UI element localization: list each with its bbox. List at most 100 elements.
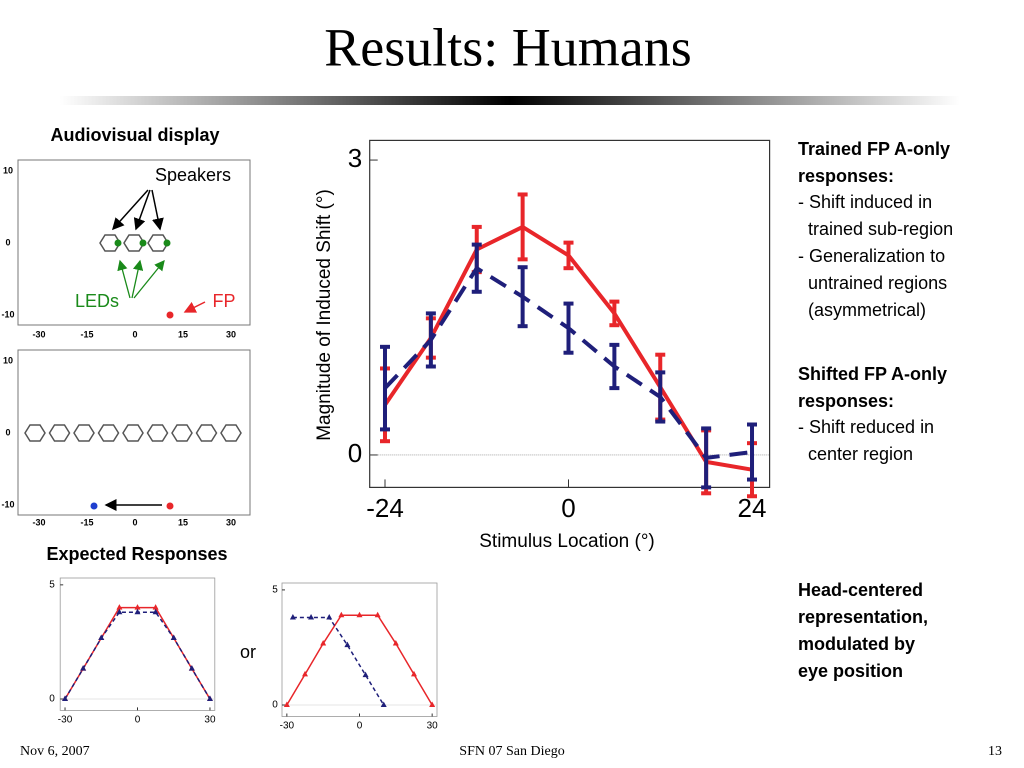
note-heading: responses: <box>798 166 894 186</box>
fp-label: FP <box>212 291 235 311</box>
point-marker <box>302 670 309 677</box>
x-tick-label: 30 <box>226 329 236 339</box>
point-marker <box>98 634 105 641</box>
footer-page: 13 <box>988 744 1002 759</box>
display-panel <box>17 159 251 516</box>
speakers-label: Speakers <box>155 165 231 185</box>
speaker-icon <box>97 424 120 442</box>
x-tick-label: 0 <box>561 493 575 523</box>
note-heading: responses: <box>798 391 894 411</box>
error-bar <box>747 422 758 482</box>
point-marker <box>326 614 333 620</box>
note-heading: Trained FP A-only <box>798 139 950 159</box>
fp-dot <box>90 502 98 510</box>
point-marker <box>116 604 123 610</box>
slide-title: Results: Humans <box>324 17 692 77</box>
note-line: trained sub-region <box>798 219 953 239</box>
x-tick-label: 30 <box>226 517 236 527</box>
x-tick-label: -30 <box>32 517 45 527</box>
point-marker <box>80 665 87 671</box>
point-marker <box>134 604 141 610</box>
point-marker <box>289 614 296 620</box>
point-marker <box>283 701 290 707</box>
y-tick-label: 0 <box>49 694 55 705</box>
x-tick-label: 0 <box>132 329 137 339</box>
error-bar <box>517 265 528 329</box>
point-marker <box>392 640 399 646</box>
x-tick-label: 0 <box>135 715 141 726</box>
y-tick-label: 10 <box>3 355 13 365</box>
point-marker <box>374 611 381 618</box>
note-heading: Shifted FP A-only <box>798 364 947 384</box>
fp-arrow <box>183 301 206 313</box>
speaker-icon <box>220 424 242 442</box>
speaker-icon <box>24 424 46 442</box>
series-line <box>64 606 211 700</box>
note-heading: modulated by <box>798 634 915 654</box>
y-axis-label: Magnitude of Induced Shift (°) <box>314 189 335 441</box>
x-tick-label: 15 <box>178 517 188 527</box>
point-marker <box>170 634 177 641</box>
note-line: center region <box>798 444 913 464</box>
x-tick-label: 15 <box>178 329 188 339</box>
error-bar <box>609 342 620 391</box>
series-line <box>64 611 211 700</box>
point-marker <box>320 640 327 646</box>
point-marker <box>206 695 213 701</box>
leds-label: LEDs <box>75 291 119 311</box>
point-marker <box>362 671 369 678</box>
y-tick-label: -10 <box>1 309 14 319</box>
x-tick-label: -15 <box>80 517 93 527</box>
x-axis-label: Stimulus Location (°) <box>479 531 655 552</box>
point-marker <box>410 670 417 677</box>
note-heading: representation, <box>798 607 928 627</box>
y-tick-label: 0 <box>5 427 10 437</box>
x-tick-label: 30 <box>204 715 216 726</box>
point-marker <box>152 604 159 610</box>
speaker-icons <box>24 424 242 442</box>
speaker-icons <box>99 234 169 252</box>
x-tick-label: 0 <box>132 517 137 527</box>
point-marker <box>338 611 345 618</box>
series-line <box>286 614 433 706</box>
note-heading: Head-centered <box>798 580 923 600</box>
point-marker <box>344 641 351 648</box>
note-line: - Shift reduced in <box>798 417 934 437</box>
y-tick-label: 10 <box>3 165 13 175</box>
point-marker <box>116 608 123 615</box>
display-heading: Audiovisual display <box>50 125 219 145</box>
error-bar <box>563 301 574 355</box>
point-marker <box>429 701 436 707</box>
error-bar <box>701 426 712 490</box>
led-dots <box>114 239 171 247</box>
x-tick-label: -15 <box>80 329 93 339</box>
speaker-icon <box>195 424 218 442</box>
note-heading: eye position <box>798 661 903 681</box>
y-tick-label: -10 <box>1 499 14 509</box>
point-marker <box>356 611 363 618</box>
x-tick-label: 30 <box>427 721 439 732</box>
y-tick-label: 5 <box>49 579 55 590</box>
y-tick-label: 0 <box>348 438 362 468</box>
series-line <box>383 266 753 460</box>
speaker-icon <box>171 424 193 442</box>
speaker-icon <box>146 424 169 442</box>
point-marker <box>152 608 159 615</box>
error-bar <box>425 311 436 369</box>
led-arrows <box>117 259 165 299</box>
x-tick-label: -30 <box>280 721 295 732</box>
plot-area <box>59 577 216 711</box>
note-line: - Shift induced in <box>798 192 932 212</box>
y-tick-label: 5 <box>272 585 278 596</box>
expected-heading: Expected Responses <box>46 544 227 564</box>
error-bar <box>517 192 528 262</box>
point-marker <box>134 608 141 615</box>
or-label: or <box>240 642 256 662</box>
speaker-icon <box>73 424 95 442</box>
plot-area <box>281 582 438 717</box>
note-line: (asymmetrical) <box>798 300 926 320</box>
y-tick-label: 0 <box>272 700 278 711</box>
note-line: - Generalization to <box>798 246 945 266</box>
point-marker <box>188 665 195 671</box>
